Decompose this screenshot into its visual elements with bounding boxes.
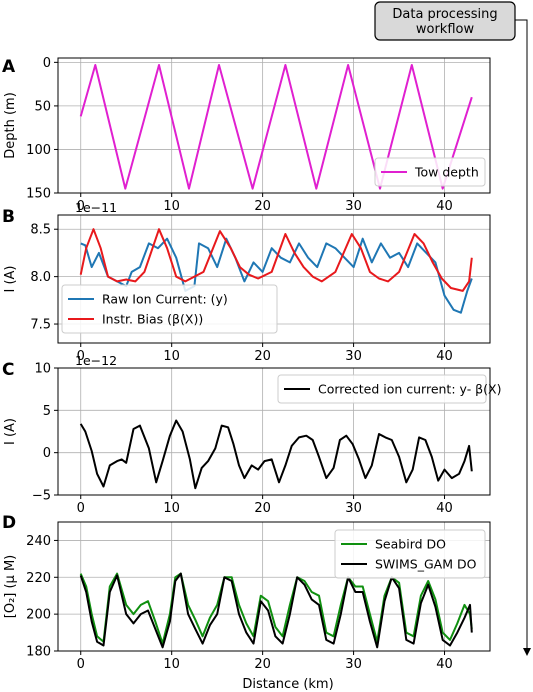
x-axis-label: Distance (km) xyxy=(242,677,333,692)
x-tick-label: 30 xyxy=(345,657,362,672)
panel-letter-a: A xyxy=(2,57,16,77)
panel-letter-c: C xyxy=(2,360,14,380)
x-tick-label: 40 xyxy=(436,657,453,672)
panel-a-y-ticks: 0 50 100 150 xyxy=(26,56,58,202)
legend-label-seabird: Seabird DO xyxy=(375,537,446,552)
x-tick-label: 40 xyxy=(436,199,453,214)
legend-label-swims: SWIMS_GAM DO xyxy=(375,557,477,572)
panel-d-y-label: [O₂] (μ M) xyxy=(3,555,18,618)
panel-b-series xyxy=(79,228,473,314)
x-tick-label: 30 xyxy=(345,501,362,516)
y-tick-label: 100 xyxy=(26,143,51,158)
x-tick-label: 30 xyxy=(345,199,362,214)
panel-c-y-label: I (A) xyxy=(3,418,18,445)
panel-c-series xyxy=(79,419,473,490)
x-tick-label: 0 xyxy=(77,349,85,364)
workflow-box-line1: Data processing xyxy=(392,7,497,22)
x-tick-label: 10 xyxy=(163,501,180,516)
y-tick-label: 200 xyxy=(26,608,51,623)
panel-c-frame xyxy=(57,367,491,496)
panel-b-offset-label: 1e−11 xyxy=(75,200,117,215)
panel-a-tow-depth: A 0 50 100 150 0 10 20 30 40 Depth (m) Tow dept… xyxy=(2,56,491,214)
panel-a-y-label: Depth (m) xyxy=(3,92,18,159)
y-tick-label: 0 xyxy=(43,446,51,461)
x-tick-label: 30 xyxy=(345,349,362,364)
y-tick-label: 8.5 xyxy=(30,223,51,238)
series-line-1 xyxy=(79,228,473,292)
panel-b-y-ticks: 7.5 8.0 8.5 xyxy=(30,223,58,333)
series-line-0 xyxy=(79,419,473,490)
x-tick-label: 0 xyxy=(77,199,85,214)
legend-frame xyxy=(374,157,486,187)
panel-b-frame xyxy=(57,214,491,344)
panel-d-series xyxy=(79,572,473,649)
legend-label-raw-ion-current: Raw Ion Current: (y) xyxy=(102,292,228,307)
y-tick-label: 0 xyxy=(43,56,51,71)
y-tick-label: 5 xyxy=(43,404,51,419)
series-line-0 xyxy=(80,237,473,314)
panel-d-oxygen: D 180 200 220 240 0 10 20 30 40 [O₂] (μ M) Seab… xyxy=(2,513,491,672)
x-tick-label: 10 xyxy=(163,657,180,672)
panel-b-legend: Raw Ion Current: (y) Instr. Bias (β(X)) xyxy=(61,284,278,334)
y-tick-label: 8.0 xyxy=(30,270,51,285)
y-tick-label: 240 xyxy=(26,534,51,549)
x-tick-label: 10 xyxy=(163,199,180,214)
x-tick-label: 40 xyxy=(436,349,453,364)
legend-frame xyxy=(277,374,487,404)
panel-c-offset-label: 1e−12 xyxy=(75,353,117,368)
legend-label-corrected: Corrected ion current: y- β(X) xyxy=(318,382,501,397)
x-tick-label: 20 xyxy=(254,501,271,516)
panel-a-series xyxy=(79,64,473,190)
panel-letter-b: B xyxy=(2,207,15,227)
legend-label-instr-bias: Instr. Bias (β(X)) xyxy=(102,312,203,327)
y-tick-label: 7.5 xyxy=(30,318,51,333)
legend-frame xyxy=(61,284,278,334)
x-tick-label: 0 xyxy=(77,657,85,672)
panel-letter-d: D xyxy=(2,513,16,533)
y-tick-label: 10 xyxy=(34,362,51,377)
workflow-box-line2: workflow xyxy=(416,22,475,37)
panel-c-y-ticks: −5 0 5 10 xyxy=(32,362,58,504)
panel-c-legend: Corrected ion current: y- β(X) xyxy=(277,374,501,404)
series-line-1 xyxy=(79,572,473,649)
panel-b-ion-current: B 7.5 8.0 8.5 0 10 20 30 40 I (A) 1e−11 Raw Io… xyxy=(2,200,491,364)
series-line-0 xyxy=(79,572,473,645)
panel-a-legend: Tow depth xyxy=(374,157,486,187)
panel-a-x-ticks: 0 10 20 30 40 xyxy=(77,193,453,214)
panel-a-frame xyxy=(57,57,491,194)
panel-d-x-ticks: 0 10 20 30 40 xyxy=(77,651,453,672)
x-tick-label: 20 xyxy=(254,349,271,364)
legend-label-tow-depth: Tow depth xyxy=(414,165,479,180)
workflow-arrow xyxy=(515,19,531,656)
panel-c-corrected-current: C −5 0 5 10 0 10 20 30 40 I (A) 1e−12 Corrected… xyxy=(2,353,501,516)
workflow-callout: Data processing workflow xyxy=(374,1,531,656)
x-tick-label: 20 xyxy=(254,657,271,672)
y-tick-label: 150 xyxy=(26,187,51,202)
x-tick-label: 20 xyxy=(254,199,271,214)
y-tick-label: −5 xyxy=(32,489,51,504)
workflow-box xyxy=(374,1,516,41)
panel-b-x-ticks: 0 10 20 30 40 xyxy=(77,343,453,364)
y-tick-label: 180 xyxy=(26,645,51,660)
legend-frame xyxy=(334,529,486,579)
panel-d-y-ticks: 180 200 220 240 xyxy=(26,534,58,660)
y-tick-label: 220 xyxy=(26,571,51,586)
y-tick-label: 50 xyxy=(34,99,51,114)
panel-d-frame xyxy=(57,521,491,652)
x-tick-label: 40 xyxy=(436,501,453,516)
x-tick-label: 10 xyxy=(163,349,180,364)
panel-c-x-ticks: 0 10 20 30 40 xyxy=(77,495,453,516)
x-tick-label: 0 xyxy=(77,501,85,516)
series-line-0 xyxy=(79,64,473,190)
panel-b-y-label: I (A) xyxy=(3,265,18,292)
panel-d-legend: Seabird DO SWIMS_GAM DO xyxy=(334,529,486,579)
